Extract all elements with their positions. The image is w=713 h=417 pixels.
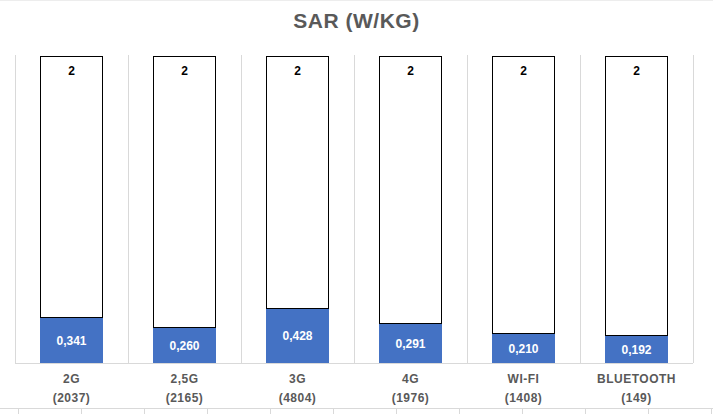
worksheet-column-tick [396,409,397,414]
bar-stack: 2 0,291 [379,56,442,363]
bar-stack: 2 0,341 [40,56,103,363]
limit-bar-segment[interactable]: 2 [266,56,329,309]
bar-column: 2 0,210 [467,56,580,363]
sar-value-label: 0,210 [508,342,538,356]
bar-stack: 2 0,192 [605,56,668,363]
limit-value-label: 2 [68,64,75,78]
worksheet-column-tick [648,409,649,414]
sar-value-label: 0,341 [56,334,86,348]
sar-bar-segment[interactable]: 0,341 [40,318,103,363]
limit-value-label: 2 [633,64,640,78]
worksheet-column-tick [207,409,208,414]
sar-bar-chart: SAR (W/KG) 2 0,341 2G(2037) 2 0,260 2,5G(2165… [0,0,713,417]
worksheet-column-tick [333,409,334,414]
limit-bar-segment[interactable]: 2 [492,56,555,334]
sar-bar-segment[interactable]: 0,192 [605,336,668,363]
category-axis-label: 4G(1976) [354,370,467,408]
bar-column: 2 0,192 [580,56,693,363]
bar-column: 2 0,341 [15,56,128,363]
category-gridline [693,55,694,363]
category-axis-label: 2G(2037) [15,370,128,408]
sar-bar-segment[interactable]: 0,291 [379,324,442,363]
worksheet-column-tick [18,409,19,414]
sar-value-label: 0,291 [395,337,425,351]
category-count: (149) [580,389,693,408]
worksheet-column-tick [270,409,271,414]
category-count: (2165) [128,389,241,408]
worksheet-column-tick [459,409,460,414]
limit-value-label: 2 [294,64,301,78]
category-axis-label: 2,5G(2165) [128,370,241,408]
category-axis-label: BLUETOOTH(149) [580,370,693,408]
limit-value-label: 2 [181,64,188,78]
bar-column: 2 0,260 [128,56,241,363]
worksheet-column-tick [144,409,145,414]
category-axis-line [15,363,693,364]
limit-value-label: 2 [407,64,414,78]
category-count: (1976) [354,389,467,408]
sar-bar-segment[interactable]: 0,210 [492,334,555,363]
limit-bar-segment[interactable]: 2 [379,56,442,324]
category-name: 2,5G [128,370,241,389]
category-axis-label: 3G(4804) [241,370,354,408]
limit-bar-segment[interactable]: 2 [605,56,668,336]
worksheet-column-tick [81,409,82,414]
sar-bar-segment[interactable]: 0,428 [266,309,329,363]
limit-value-label: 2 [520,64,527,78]
category-name: 3G [241,370,354,389]
category-count: (2037) [15,389,128,408]
category-name: BLUETOOTH [580,370,693,389]
chart-title: SAR (W/KG) [0,9,713,33]
bar-stack: 2 0,428 [266,56,329,363]
category-count: (1408) [467,389,580,408]
sar-value-label: 0,428 [282,329,312,343]
worksheet-column-tick [711,409,712,414]
category-count: (4804) [241,389,354,408]
sar-value-label: 0,260 [169,339,199,353]
bar-stack: 2 0,210 [492,56,555,363]
category-name: WI-FI [467,370,580,389]
limit-bar-segment[interactable]: 2 [40,56,103,318]
worksheet-column-tick [522,409,523,414]
category-name: 2G [15,370,128,389]
worksheet-row-line [0,408,713,409]
bar-column: 2 0,291 [354,56,467,363]
category-axis-label: WI-FI(1408) [467,370,580,408]
sar-bar-segment[interactable]: 0,260 [153,328,216,363]
sar-value-label: 0,192 [621,343,651,357]
limit-bar-segment[interactable]: 2 [153,56,216,328]
worksheet-column-tick [585,409,586,414]
bar-column: 2 0,428 [241,56,354,363]
bar-stack: 2 0,260 [153,56,216,363]
category-name: 4G [354,370,467,389]
